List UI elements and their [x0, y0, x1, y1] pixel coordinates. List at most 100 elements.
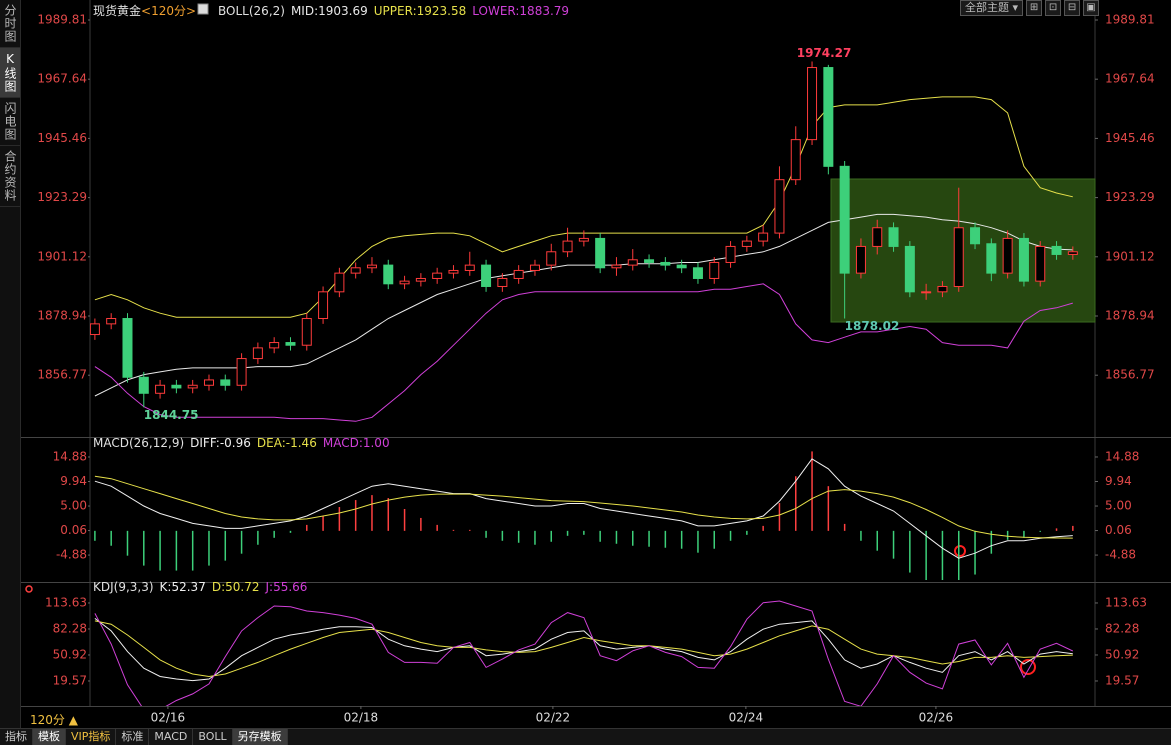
tool-button[interactable]: ⊟ — [1064, 0, 1081, 16]
header-item: BOLL(26,2) — [218, 4, 285, 18]
indicator-line — [94, 213, 1073, 397]
sidebar: 分时图 K线图 闪电图 合约资料 — [0, 0, 21, 728]
y-tick-label: 9.94 — [1105, 474, 1132, 488]
candle-body — [758, 232, 769, 242]
candle-body — [1002, 237, 1013, 274]
tab[interactable]: 模板 — [33, 729, 66, 745]
indicator-line — [94, 283, 1073, 422]
header-item: 1883.79 — [519, 4, 569, 18]
tool-button[interactable]: ▣ — [1083, 0, 1100, 16]
y-tick-label: 1989.81 — [1105, 12, 1155, 26]
period-label: 120分 — [30, 713, 65, 727]
candle-body — [464, 264, 475, 271]
candle-body — [252, 347, 263, 360]
tool-button[interactable]: ⊞ — [1026, 0, 1043, 16]
candle-body — [986, 243, 997, 274]
y-tick-label: 1967.64 — [1105, 72, 1155, 86]
header-item: K: — [160, 580, 172, 594]
candle-body — [366, 264, 377, 269]
y-tick-label: 0.06 — [60, 523, 87, 537]
indicator-line — [94, 600, 1074, 706]
candle-body — [448, 269, 459, 274]
y-tick-label: 5.00 — [60, 499, 87, 513]
header-item: 1903.69 — [318, 4, 368, 18]
candle-body — [953, 227, 964, 287]
candle-body — [904, 245, 915, 293]
x-tick-label: 02/18 — [344, 711, 379, 725]
y-tick-label: 1901.12 — [37, 249, 87, 263]
header-item: 1923.58 — [417, 4, 467, 18]
candle-body — [937, 285, 948, 293]
header-item: DEA: — [257, 436, 286, 450]
toolbar: 全部主题 ▾ ⊞ ⊡ ⊟ ▣ — [960, 0, 1100, 16]
y-tick-label: 19.57 — [1105, 673, 1139, 687]
panel-icon[interactable] — [25, 585, 33, 593]
indicator-line — [94, 618, 1073, 682]
theme-dropdown[interactable]: 全部主题 ▾ — [960, 0, 1024, 16]
header-item: D: — [212, 580, 225, 594]
candle-body — [171, 384, 182, 389]
candle-body — [1018, 237, 1029, 282]
sidebar-tab[interactable]: 合约资料 — [0, 146, 20, 207]
tool-button[interactable]: ⊡ — [1045, 0, 1062, 16]
header-item: 55.66 — [273, 580, 307, 594]
candle-body — [1067, 251, 1078, 255]
candle-body — [529, 264, 540, 271]
y-tick-label: 1945.46 — [37, 131, 87, 145]
extreme-label: 1878.02 — [845, 319, 900, 333]
candle-body — [741, 240, 752, 247]
y-tick-label: 14.88 — [1105, 449, 1139, 463]
tab[interactable]: 指标 — [0, 729, 33, 745]
sidebar-tab[interactable]: 分时图 — [0, 0, 20, 48]
candle-body — [921, 291, 932, 294]
y-tick-label: 113.63 — [1105, 595, 1147, 609]
candle-body — [774, 179, 785, 234]
y-tick-label: 1901.12 — [1105, 249, 1155, 263]
candle-body — [318, 291, 329, 320]
candle-body — [301, 318, 312, 346]
indicator-icon[interactable] — [197, 3, 209, 15]
period-selector[interactable]: 120分 ▲ — [30, 713, 78, 727]
y-tick-label: 1856.77 — [1105, 368, 1155, 382]
candle-body — [692, 267, 703, 279]
sidebar-tab[interactable]: 闪电图 — [0, 98, 20, 146]
candle-body — [839, 165, 850, 274]
tab[interactable]: 标准 — [116, 729, 150, 745]
tab[interactable]: MACD — [149, 729, 194, 745]
candle-body — [644, 259, 655, 263]
candle-body — [1051, 245, 1062, 255]
header-item: 现货黄金 — [93, 3, 141, 18]
candle-body — [578, 237, 589, 242]
tab[interactable]: VIP指标 — [66, 729, 117, 745]
tab[interactable]: BOLL — [193, 729, 233, 745]
chart-area: 1856.77 1856.77 1878.94 1878.94 1901.12 1901.… — [20, 0, 1171, 725]
header-item: MACD: — [323, 436, 363, 450]
header-item: <120分> — [141, 4, 196, 18]
header-item: MID: — [291, 4, 318, 18]
candle-body — [106, 318, 117, 325]
sidebar-tab[interactable]: K线图 — [0, 48, 20, 98]
tab[interactable]: 另存模板 — [232, 729, 288, 745]
extreme-label: 1974.27 — [797, 46, 852, 60]
signal-marker — [954, 545, 966, 557]
y-tick-label: 50.92 — [1105, 647, 1139, 661]
candle-body — [334, 272, 345, 293]
candle-body — [676, 264, 687, 269]
candle-body — [383, 264, 394, 285]
candle-body — [855, 245, 866, 274]
candle-body — [497, 277, 508, 287]
candle-body — [725, 245, 736, 263]
candle-body — [155, 384, 166, 394]
x-tick-label: 02/16 — [151, 711, 186, 725]
plot — [94, 451, 1074, 580]
candle-body — [660, 261, 671, 266]
candle-body — [220, 379, 231, 386]
indicator-line — [94, 620, 1073, 678]
candle-body — [481, 264, 492, 287]
header-item: -1.46 — [286, 436, 317, 450]
panel-header: MACD(26,12,9) DIFF:-0.96 DEA:-1.46 MACD:1.0… — [93, 436, 390, 450]
candle-body — [595, 237, 606, 269]
y-tick-label: 5.00 — [1105, 499, 1132, 513]
candle-body — [138, 376, 149, 394]
candle-body — [970, 227, 981, 245]
